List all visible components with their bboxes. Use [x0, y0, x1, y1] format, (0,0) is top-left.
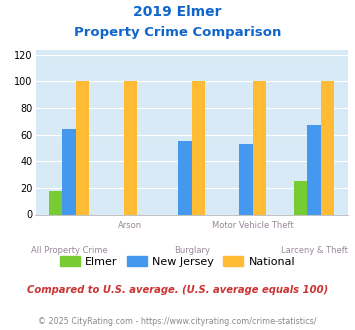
Text: © 2025 CityRating.com - https://www.cityrating.com/crime-statistics/: © 2025 CityRating.com - https://www.city… [38, 317, 317, 326]
Text: Compared to U.S. average. (U.S. average equals 100): Compared to U.S. average. (U.S. average … [27, 285, 328, 295]
Bar [49, 190, 62, 215]
Bar [294, 181, 307, 214]
Legend: Elmer, New Jersey, National: Elmer, New Jersey, National [55, 251, 300, 271]
Text: Motor Vehicle Theft: Motor Vehicle Theft [212, 221, 294, 230]
Text: Arson: Arson [118, 221, 142, 230]
Bar [178, 141, 192, 214]
Bar [240, 144, 253, 214]
Text: Burglary: Burglary [174, 246, 210, 255]
Bar [321, 82, 334, 214]
Bar [253, 82, 267, 214]
Text: 2019 Elmer: 2019 Elmer [133, 5, 222, 19]
Bar [62, 129, 76, 214]
Text: Property Crime Comparison: Property Crime Comparison [74, 26, 281, 39]
Bar [307, 125, 321, 214]
Text: Larceny & Theft: Larceny & Theft [281, 246, 348, 255]
Bar [76, 82, 89, 214]
Text: All Property Crime: All Property Crime [31, 246, 108, 255]
Bar [124, 82, 137, 214]
Bar [192, 82, 205, 214]
